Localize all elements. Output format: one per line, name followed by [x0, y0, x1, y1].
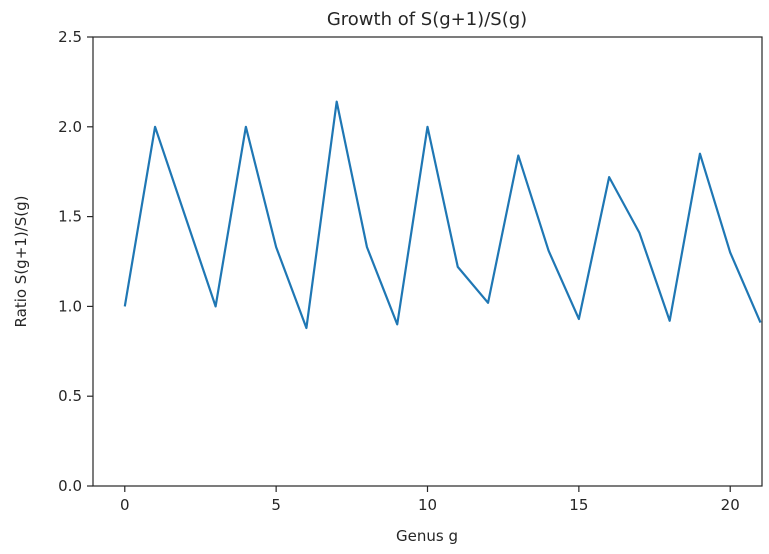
- y-axis: 0.0 0.5 1.0 1.5 2.0 2.5: [58, 28, 93, 495]
- y-tick-label: 2.0: [58, 118, 82, 136]
- y-tick-label: 1.0: [58, 297, 82, 315]
- y-tick-label: 2.5: [58, 28, 82, 46]
- x-tick-label: 15: [569, 496, 588, 514]
- series-line-0: [123, 100, 762, 330]
- x-tick-label: 20: [721, 496, 740, 514]
- chart-title: Growth of S(g+1)/S(g): [327, 9, 527, 30]
- x-axis-label: Genus g: [396, 527, 458, 545]
- y-tick-label: 0.0: [58, 477, 82, 495]
- x-tick-label: 10: [418, 496, 437, 514]
- y-tick-label: 0.5: [58, 387, 82, 405]
- y-axis-label: Ratio S(g+1)/S(g): [12, 196, 30, 328]
- y-tick-label: 1.5: [58, 208, 82, 226]
- axes-frame: [92, 36, 763, 487]
- x-axis: 0 5 10 15 20: [120, 486, 740, 514]
- x-tick-label: 0: [120, 496, 130, 514]
- x-tick-label: 5: [271, 496, 281, 514]
- plot-area: [123, 100, 762, 330]
